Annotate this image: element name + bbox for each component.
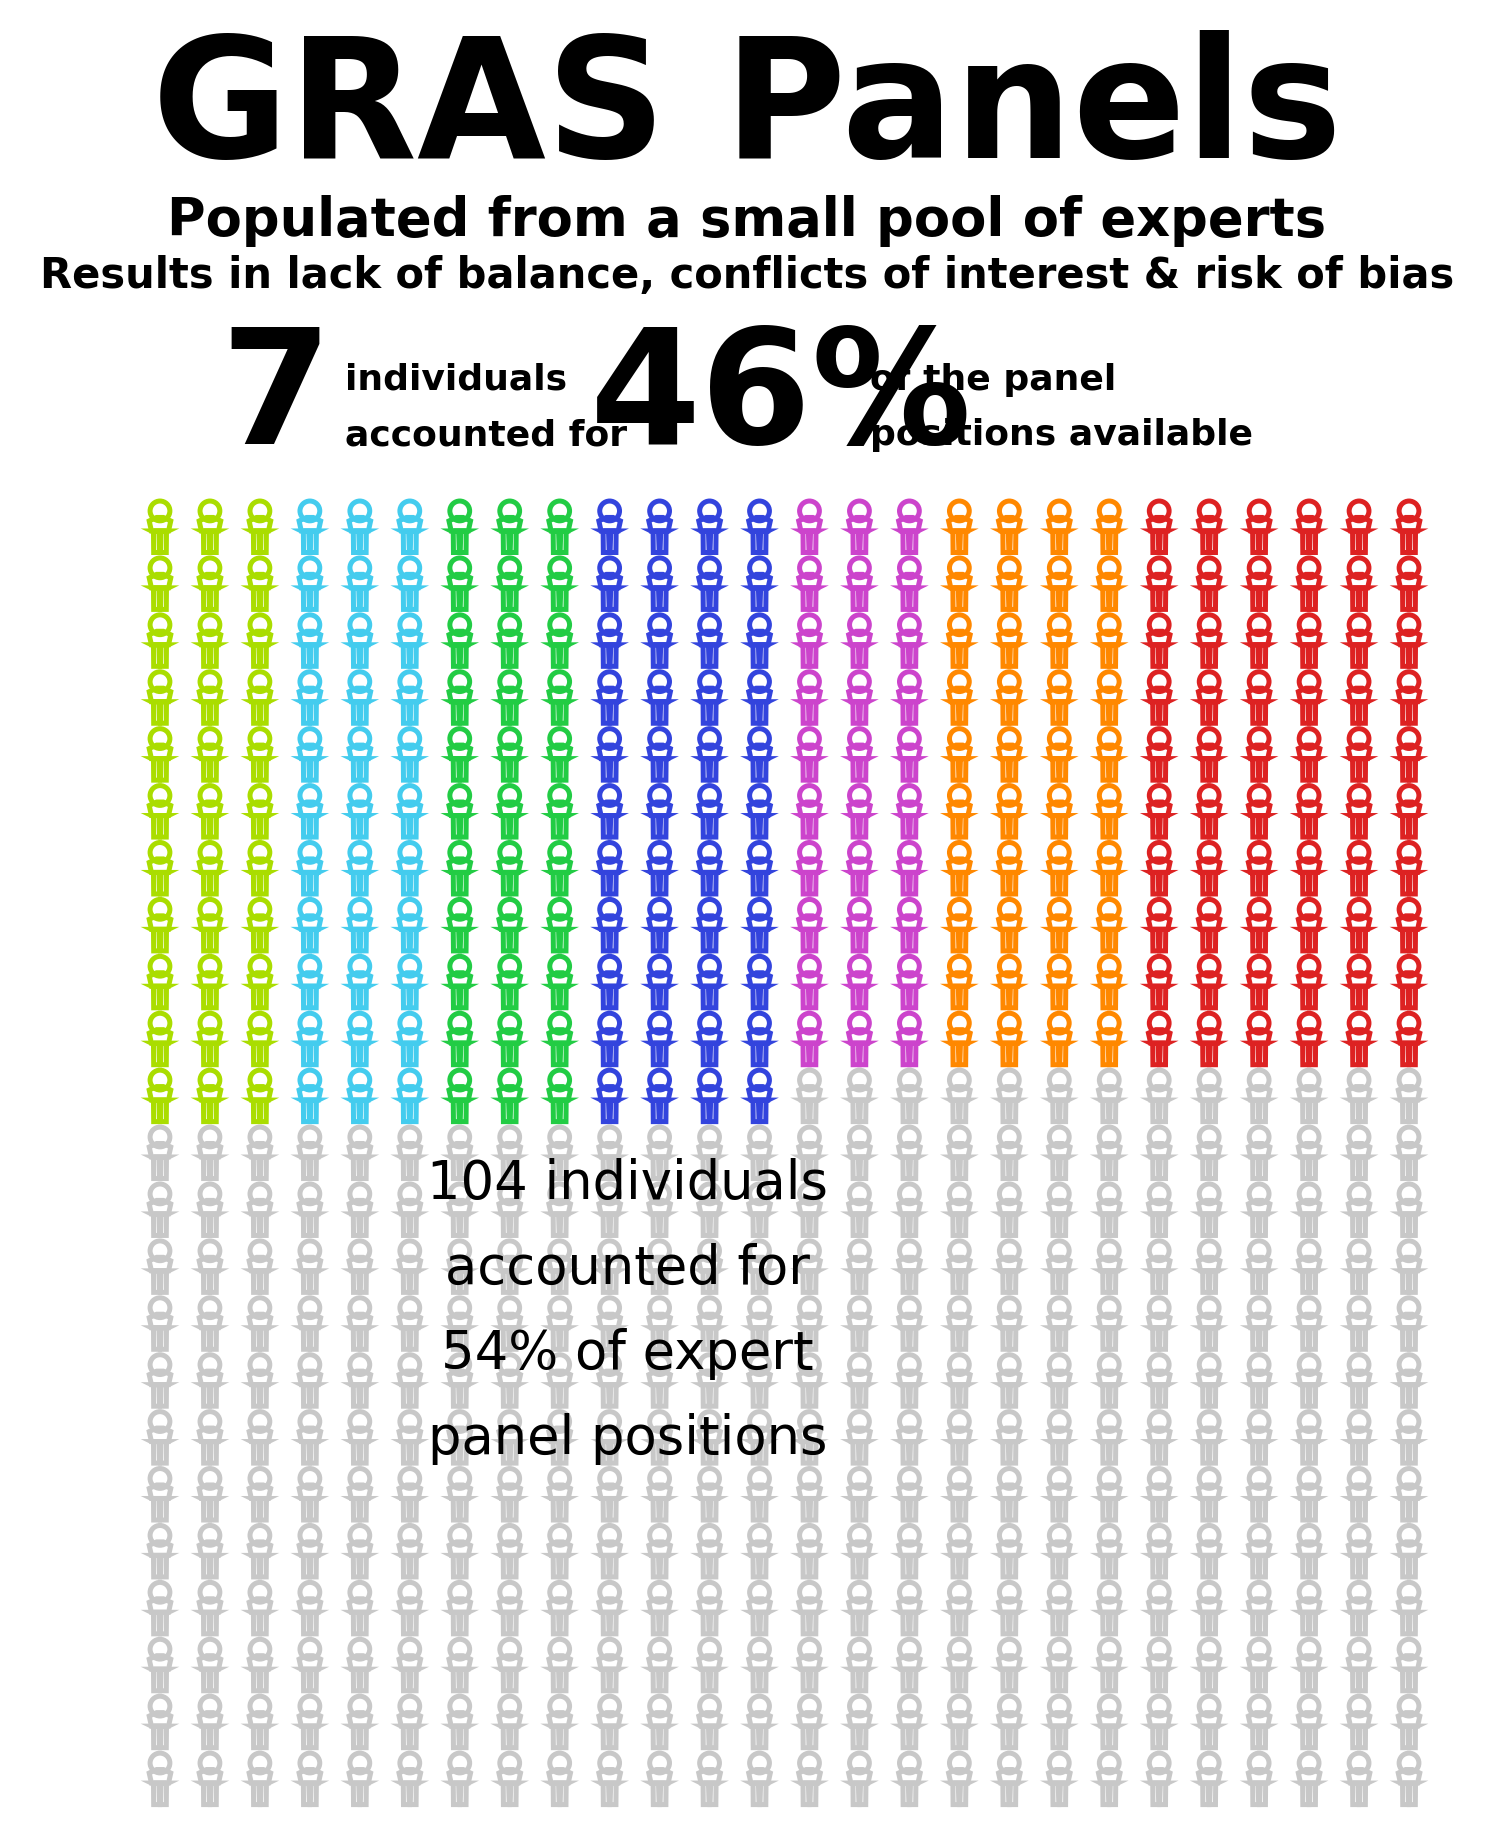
Text: Populated from a small pool of experts: Populated from a small pool of experts xyxy=(167,196,1327,247)
Text: 7: 7 xyxy=(220,322,332,477)
Text: accounted for: accounted for xyxy=(345,419,627,452)
Text: positions available: positions available xyxy=(870,419,1253,452)
Text: GRAS Panels: GRAS Panels xyxy=(152,29,1342,194)
Text: 46%: 46% xyxy=(590,322,973,477)
Text: 104 individuals
accounted for
54% of expert
panel positions: 104 individuals accounted for 54% of exp… xyxy=(427,1158,828,1465)
Text: of the panel: of the panel xyxy=(870,362,1116,397)
Text: Results in lack of balance, conflicts of interest & risk of bias: Results in lack of balance, conflicts of… xyxy=(40,254,1454,296)
Text: individuals: individuals xyxy=(345,362,568,397)
